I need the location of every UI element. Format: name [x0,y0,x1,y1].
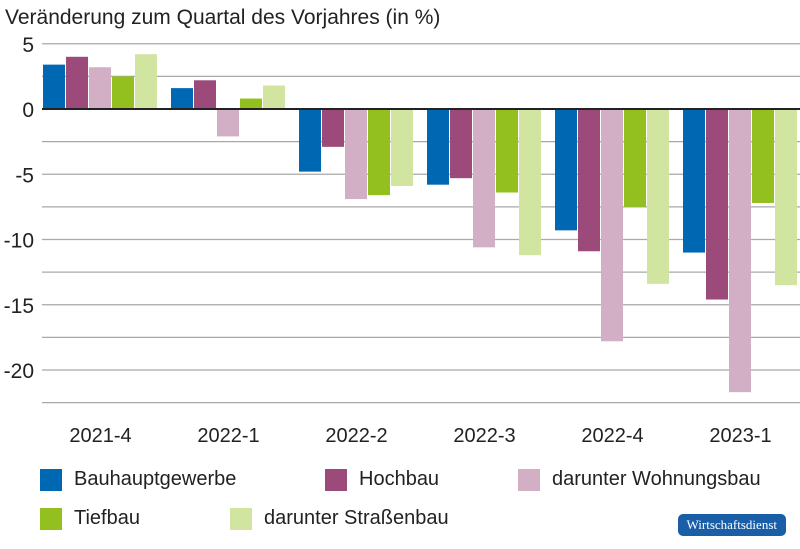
x-tick-label: 2022-3 [453,425,515,447]
legend-item: Tiefbau [40,507,140,530]
x-tick-label: 2022-1 [197,425,259,447]
bar-darunter-straßenbau-2022-1 [263,85,285,109]
chart-title: Veränderung zum Quartal des Vorjahres (i… [5,6,440,29]
legend-label: Tiefbau [74,507,140,529]
bar-darunter-straßenbau-2022-4 [647,109,669,284]
x-tick-label: 2021-4 [69,425,131,447]
legend-item: Hochbau [325,468,439,491]
y-tick-label: 0 [22,99,34,122]
bar-bauhauptgewerbe-2023-1 [683,109,705,253]
bar-bauhauptgewerbe-2022-4 [555,109,577,231]
legend-swatch [518,468,540,491]
legend-label: Bauhauptgewerbe [74,468,237,490]
bar-bauhauptgewerbe-2022-2 [299,109,321,172]
legend-swatch [40,468,62,491]
bar-tiefbau-2022-2 [368,109,390,196]
legend-item: darunter Straßenbau [230,507,449,530]
bar-hochbau-2022-3 [450,109,472,179]
bar-tiefbau-2022-4 [624,109,646,207]
legend-label: darunter Wohnungsbau [552,468,761,490]
bar-darunter-wohnungsbau-2022-4 [601,109,623,342]
bar-darunter-straßenbau-2023-1 [775,109,797,286]
bar-hochbau-2022-1 [194,80,216,109]
bar-hochbau-2022-2 [322,109,344,147]
y-tick-label: -5 [15,164,34,187]
bar-tiefbau-2022-3 [496,109,518,193]
legend-label: darunter Straßenbau [264,507,449,529]
legend-swatch [230,507,252,530]
bar-hochbau-2022-4 [578,109,600,252]
x-tick-label: 2022-2 [325,425,387,447]
bar-bauhauptgewerbe-2021-4 [43,64,65,109]
bar-bauhauptgewerbe-2022-1 [171,88,193,109]
bar-darunter-wohnungsbau-2023-1 [729,109,751,393]
legend-item: darunter Wohnungsbau [518,468,761,491]
bar-hochbau-2021-4 [66,56,88,109]
y-tick-label: 5 [22,34,34,57]
legend-swatch [325,468,347,491]
x-tick-label: 2023-1 [709,425,771,447]
bar-darunter-straßenbau-2021-4 [135,54,157,109]
bar-tiefbau-2023-1 [752,109,774,203]
bar-darunter-wohnungsbau-2021-4 [89,67,111,109]
y-tick-label: -10 [4,230,34,253]
bar-tiefbau-2021-4 [112,76,134,109]
bar-darunter-wohnungsbau-2022-2 [345,109,367,200]
x-tick-label: 2022-4 [581,425,643,447]
wirtschaftsdienst-logo: Wirtschaftsdienst [677,514,786,536]
bar-chart: Veränderung zum Quartal des Vorjahres (i… [4,6,800,447]
bar-tiefbau-2022-1 [240,98,262,109]
legend-swatch [40,507,62,530]
y-tick-label: -15 [4,295,34,318]
legend-label: Hochbau [359,468,440,490]
bar-darunter-straßenbau-2022-2 [391,109,413,186]
bar-darunter-wohnungsbau-2022-3 [473,109,495,248]
bar-bauhauptgewerbe-2022-3 [427,109,449,185]
legend-item: Bauhauptgewerbe [40,468,236,491]
bar-darunter-wohnungsbau-2022-1 [217,109,239,137]
bar-darunter-straßenbau-2022-3 [519,109,541,256]
bar-hochbau-2023-1 [706,109,728,300]
y-tick-label: -20 [4,360,34,383]
